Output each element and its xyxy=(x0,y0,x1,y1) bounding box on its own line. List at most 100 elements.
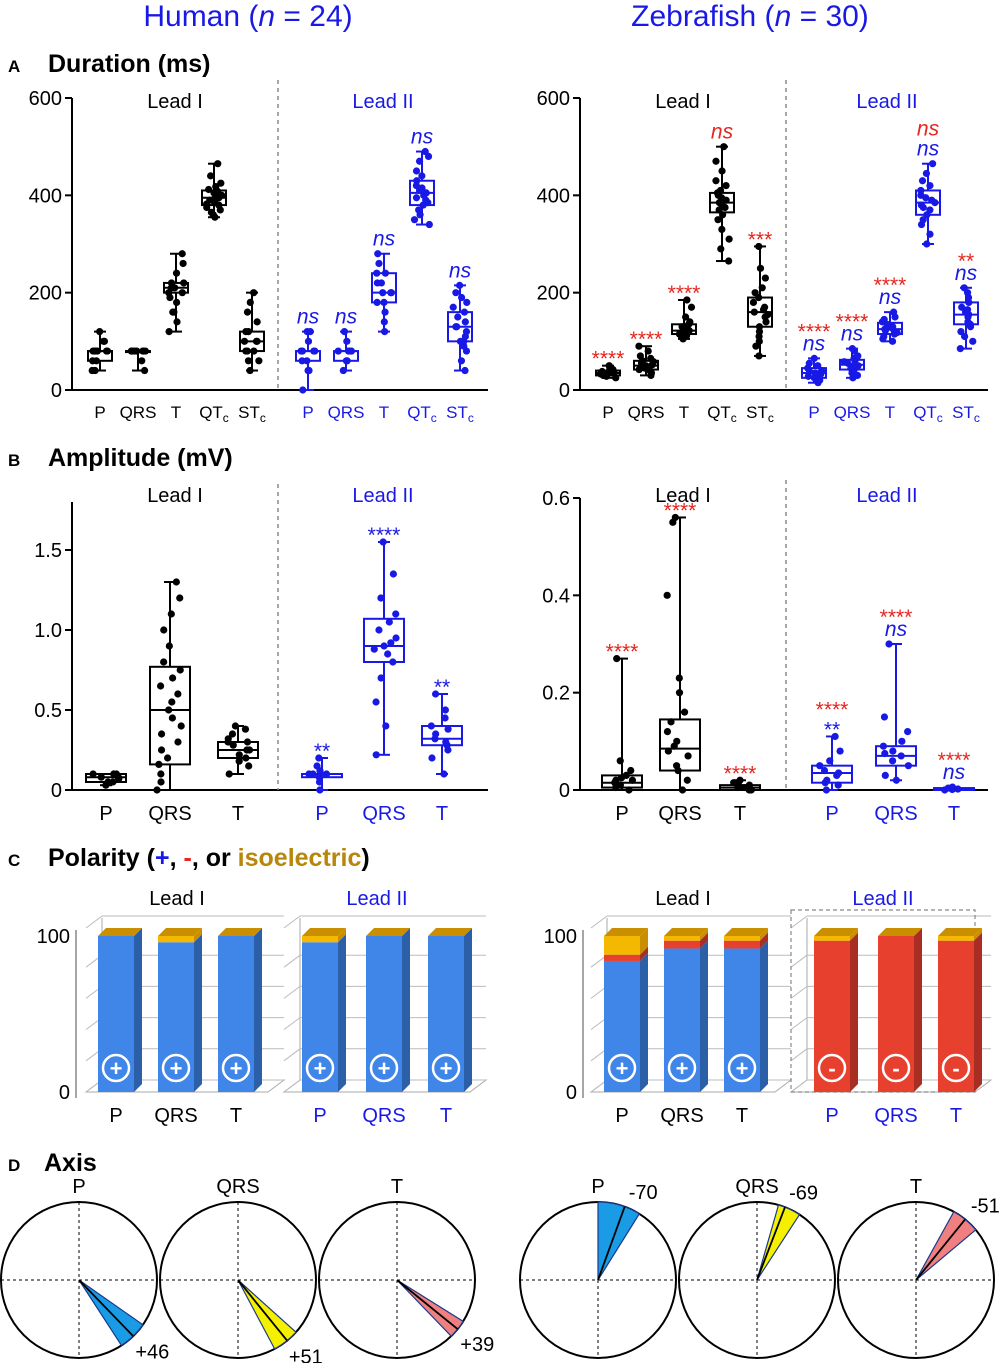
x-tick-label: T xyxy=(885,403,895,422)
chart-A-human: 0 200 400 600 Lead I P QRS T QTc STc Lead II ns Pns Q… xyxy=(29,80,488,425)
significance-label: ns xyxy=(917,118,940,141)
data-point xyxy=(169,674,177,682)
mean-axis-line xyxy=(237,1279,288,1342)
data-point xyxy=(672,762,681,770)
x-tick-label: T xyxy=(679,403,689,422)
data-point xyxy=(888,337,897,345)
data-point xyxy=(926,230,934,238)
data-point xyxy=(716,186,725,195)
data-point xyxy=(625,786,633,794)
polarity-sign-badge xyxy=(667,1053,697,1083)
data-point xyxy=(100,337,108,345)
data-point xyxy=(243,347,251,355)
bar-P: + xyxy=(302,928,346,1092)
data-point xyxy=(817,366,826,375)
polarity-sign: + xyxy=(440,1056,453,1081)
x-tick-label: T xyxy=(232,803,244,825)
data-point xyxy=(172,269,181,277)
data-point xyxy=(140,366,149,375)
x-tick-label: STc xyxy=(238,403,266,425)
data-point xyxy=(157,778,165,786)
x-tick-label: QTc xyxy=(407,403,437,425)
box-STc: ns** xyxy=(953,250,979,353)
x-tick-label: STc xyxy=(952,403,980,425)
data-point xyxy=(375,259,383,268)
grid-diag xyxy=(790,986,808,999)
grid-diag xyxy=(790,1048,808,1062)
data-point xyxy=(663,728,672,736)
data-point xyxy=(686,318,694,326)
significance-label: ns xyxy=(297,306,320,329)
data-point xyxy=(926,206,934,214)
bar-side xyxy=(974,932,982,1092)
bar-top xyxy=(938,928,982,936)
x-tick-label: P xyxy=(602,403,613,422)
box xyxy=(421,725,463,747)
bar-top xyxy=(878,928,922,936)
box-P: **** xyxy=(601,641,643,794)
polarity-panel: + + + xyxy=(282,915,488,1093)
data-point xyxy=(339,366,347,375)
data-point xyxy=(745,781,753,789)
data-point xyxy=(879,742,887,750)
lead-label: Lead II xyxy=(852,888,913,910)
polarity-sign-badge xyxy=(161,1053,191,1083)
data-point xyxy=(730,779,738,787)
data-point xyxy=(89,770,97,778)
data-point xyxy=(761,274,769,282)
data-point xyxy=(340,328,349,336)
mean-axis-line xyxy=(915,1218,966,1281)
box-QTc xyxy=(201,160,227,221)
data-point xyxy=(881,749,889,758)
significance-label: ns xyxy=(955,262,978,285)
data-point xyxy=(244,357,253,365)
bar-segment xyxy=(302,936,338,943)
box-T: ns**** xyxy=(874,274,907,345)
data-point xyxy=(297,347,305,355)
y-tick-label: 200 xyxy=(537,283,570,305)
x-tick-label: P xyxy=(615,1105,628,1127)
significance-label: **** xyxy=(874,274,907,297)
data-point xyxy=(228,730,237,738)
significance-label: ns xyxy=(879,286,902,309)
data-point xyxy=(969,337,977,345)
significance-label: **** xyxy=(798,320,831,343)
data-point xyxy=(177,722,185,730)
data-point xyxy=(389,570,397,578)
x-tick-label: P xyxy=(302,403,313,422)
grid-diag xyxy=(790,915,808,929)
data-point xyxy=(428,754,436,762)
data-point xyxy=(667,718,675,726)
data-point xyxy=(229,741,237,749)
polarity-sign-badge xyxy=(305,1053,335,1083)
box-QRS: ns xyxy=(333,306,359,375)
bar-side xyxy=(850,932,858,1092)
data-point xyxy=(235,751,243,759)
data-point xyxy=(722,182,730,190)
bar-side xyxy=(254,928,262,1092)
data-point xyxy=(253,318,261,326)
lead-label: Lead I xyxy=(147,91,203,113)
x-tick-label: P xyxy=(99,803,112,825)
data-point xyxy=(889,323,897,331)
data-point xyxy=(250,289,258,297)
data-point xyxy=(305,770,313,778)
x-tick-label: T xyxy=(379,403,389,422)
data-point xyxy=(814,362,822,370)
significance-label: ** xyxy=(958,250,974,273)
box-QRS: ns**** xyxy=(875,606,917,784)
x-tick-label: QTc xyxy=(199,403,229,425)
box xyxy=(659,718,701,772)
bar-side xyxy=(194,928,202,943)
data-point xyxy=(816,762,824,770)
x-tick-label: P xyxy=(313,1105,326,1127)
grid-diag xyxy=(283,954,301,968)
box-T: **** xyxy=(719,762,761,794)
polarity-sign: + xyxy=(170,1056,183,1081)
data-point xyxy=(392,610,400,618)
significance-label: **** xyxy=(938,749,971,772)
significance-label: **** xyxy=(724,762,757,785)
box-STc: *** xyxy=(747,228,773,360)
x-tick-label: T xyxy=(440,1105,452,1127)
mean-axis-line xyxy=(396,1279,459,1330)
